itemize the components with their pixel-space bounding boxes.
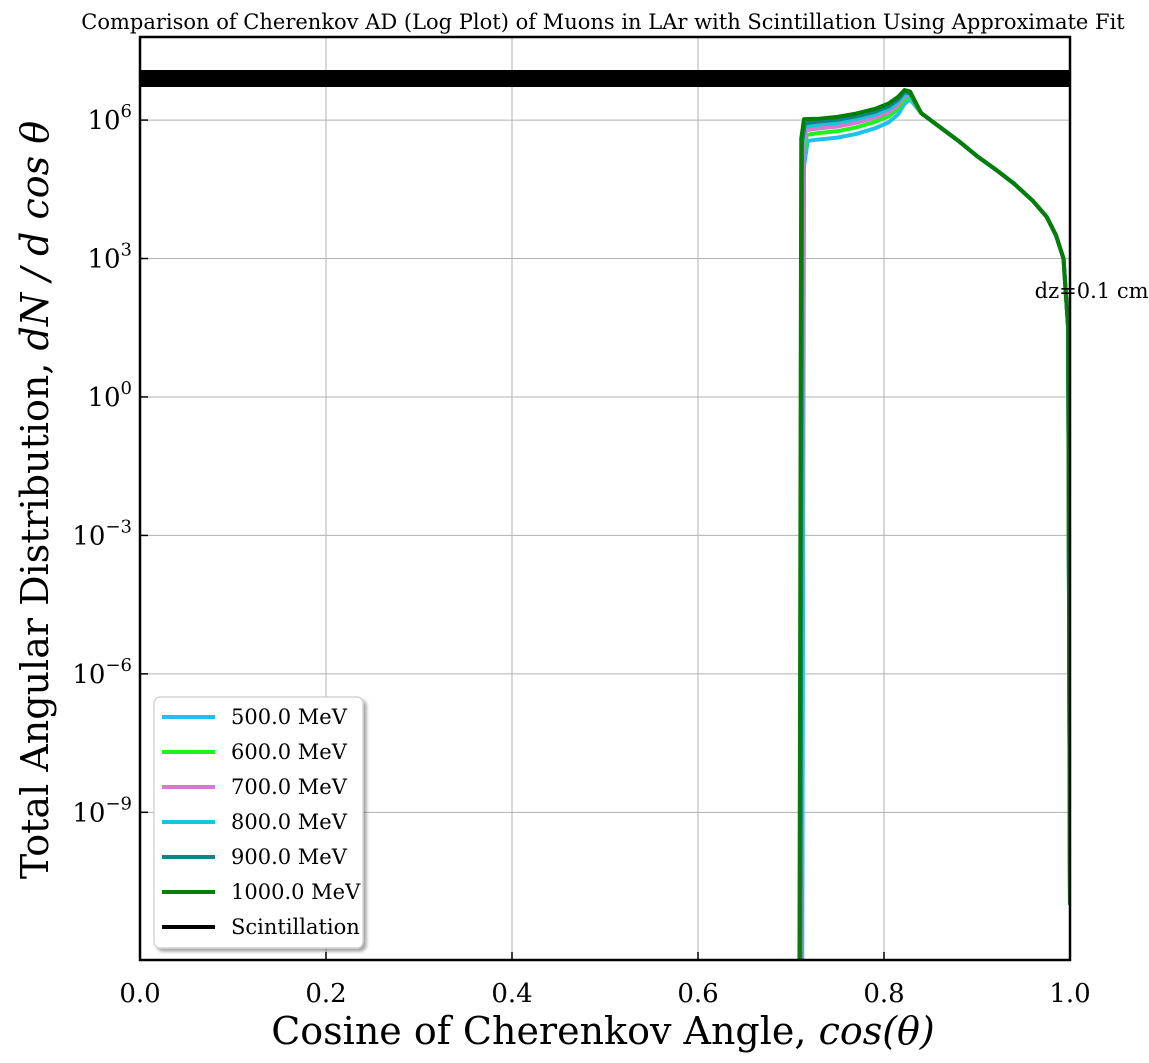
y-tick-label: 100 <box>87 378 132 413</box>
x-tick-label: 0.2 <box>305 979 346 1009</box>
series-900-0-mevline <box>798 89 1070 960</box>
x-axis-label: Cosine of Cherenkov Angle, cos(θ) <box>271 1009 935 1053</box>
legend-item: 900.0 MeV <box>162 845 348 869</box>
legend-label: 800.0 MeV <box>231 810 348 834</box>
plot-frame <box>138 35 1072 962</box>
x-tick-label: 0.4 <box>491 979 532 1009</box>
legend-item: 700.0 MeV <box>162 775 348 799</box>
legend-item: 500.0 MeV <box>162 705 348 729</box>
legend-label: 600.0 MeV <box>231 740 348 764</box>
y-tick-label: 103 <box>87 240 132 275</box>
x-tick-label: 0.0 <box>119 979 160 1009</box>
legend-label: 900.0 MeV <box>231 845 348 869</box>
y-axis-ticks: 106 103 100 10−3 10−6 10−9 <box>72 101 148 828</box>
x-tick-label: 0.8 <box>863 979 904 1009</box>
legend-label: 1000.0 MeV <box>231 880 361 904</box>
series-800-0-mevline <box>798 91 1070 960</box>
legend-item: Scintillation <box>162 915 360 939</box>
x-axis-ticks: 0.0 0.2 0.4 0.6 0.8 1.0 <box>119 952 1091 1009</box>
x-tick-label: 1.0 <box>1049 979 1090 1009</box>
legend: 500.0 MeV 600.0 MeV 700.0 MeV 800.0 MeV 900.… <box>153 696 364 949</box>
legend-label: 700.0 MeV <box>231 775 348 799</box>
y-tick-label: 10−6 <box>72 655 132 690</box>
y-tick-label: 10−9 <box>72 793 132 828</box>
legend-item: 600.0 MeV <box>162 740 348 764</box>
x-tick-label: 0.6 <box>677 979 718 1009</box>
legend-item: 800.0 MeV <box>162 810 348 834</box>
series-1000-0-mevline <box>797 88 1070 960</box>
series-lines <box>797 88 1070 960</box>
legend-item: 1000.0 MeV <box>162 880 361 904</box>
legend-box <box>153 696 364 949</box>
dz-annotation: dz=0.1 cm <box>1035 279 1149 303</box>
chart-title: Comparison of Cherenkov AD (Log Plot) of… <box>81 10 1125 34</box>
legend-label: Scintillation <box>231 915 360 939</box>
y-axis-label: Total Angular Distribution, dN / d cos θ <box>13 121 57 879</box>
series-700-0-mevline <box>799 94 1070 960</box>
y-tick-label: 10−3 <box>72 516 132 551</box>
series-500-0-mevline <box>800 97 1070 960</box>
y-tick-label: 106 <box>87 101 132 136</box>
legend-label: 500.0 MeV <box>231 705 348 729</box>
series-600-0-mevline <box>799 95 1070 960</box>
